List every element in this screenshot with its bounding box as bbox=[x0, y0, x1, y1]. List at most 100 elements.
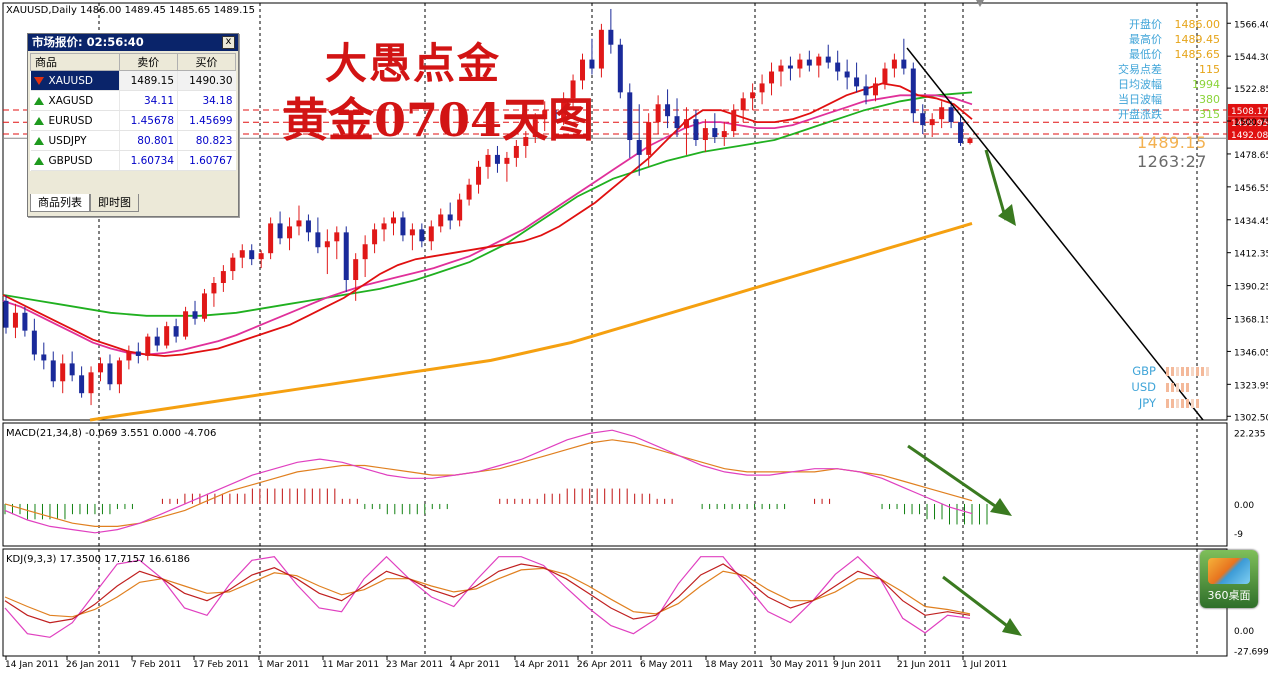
desktop-widget[interactable]: 360桌面 bbox=[1200, 550, 1258, 608]
candle-body bbox=[674, 116, 680, 129]
candle-body bbox=[324, 241, 330, 248]
info-row: 开盘价 1486.00 bbox=[1090, 17, 1220, 32]
macd-main-line bbox=[4, 429, 973, 534]
strength-bar bbox=[1196, 398, 1199, 408]
candle-body bbox=[693, 119, 699, 141]
candle-body bbox=[107, 363, 113, 385]
date-tick-label: 6 May 2011 bbox=[640, 660, 693, 670]
arrow-head-main bbox=[998, 204, 1016, 226]
quote-symbol-label: XAUUSD bbox=[48, 74, 94, 87]
quote-row[interactable]: XAGUSD 34.11 34.18 bbox=[30, 90, 236, 111]
candle-body bbox=[220, 271, 226, 283]
candle-body bbox=[343, 232, 349, 281]
column-header-symbol[interactable]: 商品 bbox=[30, 53, 120, 71]
candle-body bbox=[872, 83, 878, 96]
candle-body bbox=[759, 83, 765, 93]
date-tick-label: 14 Apr 2011 bbox=[514, 660, 570, 670]
candle-body bbox=[967, 138, 973, 143]
info-value: 1489.45 bbox=[1174, 33, 1221, 46]
price-tick-label: 1456.55 bbox=[1234, 184, 1268, 194]
candle-body bbox=[797, 59, 803, 69]
currency-strength-legend: GBP USD JPY bbox=[1126, 363, 1209, 411]
candle-body bbox=[164, 326, 170, 346]
macd-tick-label: 22.235 bbox=[1234, 430, 1266, 440]
strength-bar bbox=[1171, 366, 1174, 376]
candle-body bbox=[958, 122, 964, 143]
candle-body bbox=[920, 113, 926, 126]
quote-ask: 1.60767 bbox=[177, 150, 236, 171]
price-level-tag bbox=[1228, 103, 1268, 116]
quote-row[interactable]: EURUSD 1.45678 1.45699 bbox=[30, 110, 236, 131]
info-value: 315 bbox=[1199, 108, 1220, 121]
price-tick-label: 1368.15 bbox=[1234, 316, 1268, 326]
quote-bid: 1489.15 bbox=[118, 70, 178, 91]
quote-row[interactable]: XAUUSD 1489.15 1490.30 bbox=[30, 70, 236, 91]
candle-body bbox=[740, 98, 746, 111]
tab-tick-chart[interactable]: 即时图 bbox=[90, 194, 139, 212]
quote-symbol: EURUSD bbox=[30, 110, 119, 131]
info-label: 交易点差 bbox=[1118, 63, 1162, 76]
candle-body bbox=[778, 65, 784, 72]
market-watch-title-text: 市场报价: 02:56:40 bbox=[32, 35, 144, 49]
candle-body bbox=[258, 253, 264, 260]
candle-body bbox=[22, 312, 28, 331]
candle-body bbox=[882, 68, 888, 84]
candle-body bbox=[353, 259, 359, 281]
market-watch-title[interactable]: 市场报价: 02:56:40 x bbox=[28, 34, 238, 51]
kdj-d-line bbox=[4, 567, 971, 618]
candle-body bbox=[277, 223, 283, 239]
candle-body bbox=[69, 363, 75, 376]
date-tick-label: 1 Mar 2011 bbox=[258, 660, 309, 670]
quote-symbol: XAUUSD bbox=[30, 70, 119, 91]
kdj-panel: 1000.00-27.6994 bbox=[4, 554, 1268, 657]
candle-body bbox=[60, 363, 66, 382]
candle-body bbox=[769, 71, 775, 84]
date-tick-label: 23 Mar 2011 bbox=[386, 660, 443, 670]
close-icon[interactable]: x bbox=[222, 36, 235, 49]
info-label: 最高价 bbox=[1129, 33, 1162, 46]
candle-body bbox=[50, 360, 56, 382]
market-watch-panel[interactable]: 市场报价: 02:56:40 x 商品 卖价 买价 XAUUSD 1489.15 1… bbox=[27, 33, 239, 217]
candle-body bbox=[88, 372, 94, 394]
candle-body bbox=[135, 351, 141, 356]
date-tick-label: 11 Mar 2011 bbox=[322, 660, 379, 670]
tab-symbols[interactable]: 商品列表 bbox=[30, 194, 90, 212]
strength-bar bbox=[1176, 398, 1179, 408]
candle-body bbox=[910, 68, 916, 114]
quote-ask: 1.45699 bbox=[177, 110, 236, 131]
candle-body bbox=[12, 312, 18, 328]
candle-body bbox=[646, 122, 652, 155]
candlestick-series bbox=[3, 8, 973, 406]
candle-body bbox=[787, 65, 793, 69]
shift-marker bbox=[976, 0, 984, 7]
candle-body bbox=[854, 77, 860, 87]
date-tick-label: 9 Jun 2011 bbox=[833, 660, 881, 670]
candle-body bbox=[192, 311, 198, 319]
kdj-title: KDJ(9,3,3) 17.3500 17.7157 16.6186 bbox=[6, 554, 190, 565]
ma-orange-line bbox=[89, 221, 973, 422]
price-tick-label: 1346.05 bbox=[1234, 348, 1268, 358]
quote-symbol: XAGUSD bbox=[30, 90, 119, 111]
candle-body bbox=[116, 360, 122, 385]
info-label: 当日波幅 bbox=[1118, 93, 1162, 106]
quote-row[interactable]: GBPUSD 1.60734 1.60767 bbox=[30, 150, 236, 171]
quote-row[interactable]: USDJPY 80.801 80.823 bbox=[30, 130, 236, 151]
candle-body bbox=[126, 351, 132, 361]
column-header-ask[interactable]: 买价 bbox=[177, 53, 236, 71]
strength-bar bbox=[1166, 398, 1169, 408]
date-tick-label: 14 Jan 2011 bbox=[5, 660, 59, 670]
kdj-j-line bbox=[4, 555, 971, 638]
watermark-title: 大愚点金 bbox=[325, 39, 502, 88]
price-tick-label: 1544.30 bbox=[1234, 53, 1268, 63]
column-header-bid[interactable]: 卖价 bbox=[118, 53, 179, 71]
candle-body bbox=[438, 214, 444, 227]
moving-averages bbox=[2, 82, 973, 422]
arrow-shaft-main bbox=[984, 149, 1008, 221]
quote-symbol: USDJPY bbox=[30, 130, 119, 151]
currency-row: USD bbox=[1126, 379, 1209, 395]
macd-tick-label: 0.00 bbox=[1234, 501, 1254, 511]
quote-bid: 1.45678 bbox=[118, 110, 178, 131]
candle-body bbox=[731, 110, 737, 132]
candle-body bbox=[409, 229, 415, 236]
candle-body bbox=[305, 220, 311, 233]
